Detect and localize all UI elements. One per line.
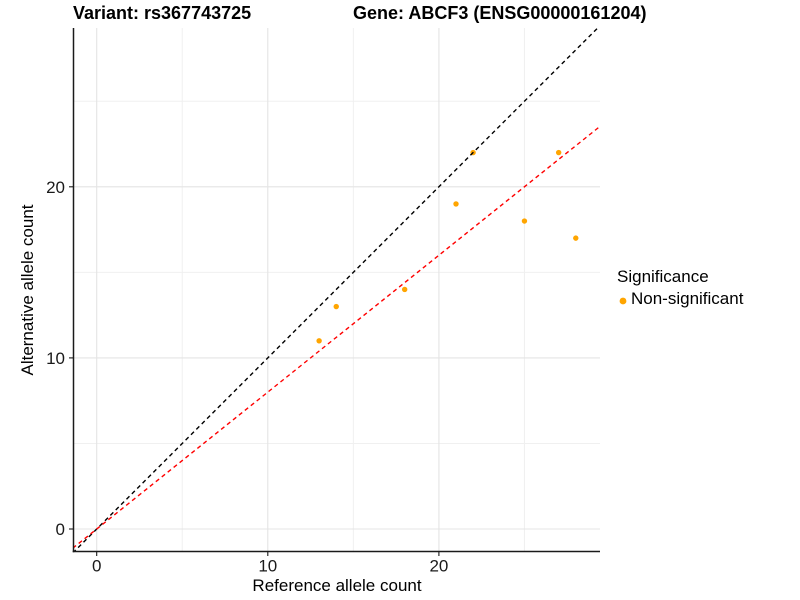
- y-tick-label: 0: [56, 520, 65, 539]
- x-tick-label: 0: [92, 557, 101, 576]
- y-tick-label: 20: [46, 178, 65, 197]
- x-axis-title: Reference allele count: [252, 576, 422, 595]
- abline-group: [73, 28, 600, 552]
- x-tick-label: 20: [429, 557, 448, 576]
- x-tick-label: 10: [258, 557, 277, 576]
- data-point: [521, 218, 528, 224]
- data-point: [573, 235, 579, 241]
- fit-line: [73, 126, 600, 549]
- legend-point-dot-icon: [617, 293, 629, 305]
- legend: Significance Non-significant: [617, 266, 743, 309]
- data-point: [555, 149, 562, 156]
- data-point: [316, 338, 322, 344]
- y-axis-title: Alternative allele count: [18, 204, 37, 376]
- legend-item-non-significant: Non-significant: [617, 288, 743, 309]
- plot-title-variant: Variant: rs367743725: [73, 3, 252, 23]
- legend-title: Significance: [617, 267, 709, 286]
- identity-line: [73, 28, 599, 552]
- plot-title-gene: Gene: ABCF3 (ENSG00000161204): [353, 3, 647, 23]
- data-point: [333, 303, 339, 310]
- y-tick-label: 10: [46, 349, 65, 368]
- data-point: [401, 286, 408, 293]
- data-point: [453, 201, 459, 207]
- legend-item-label: Non-significant: [631, 288, 744, 308]
